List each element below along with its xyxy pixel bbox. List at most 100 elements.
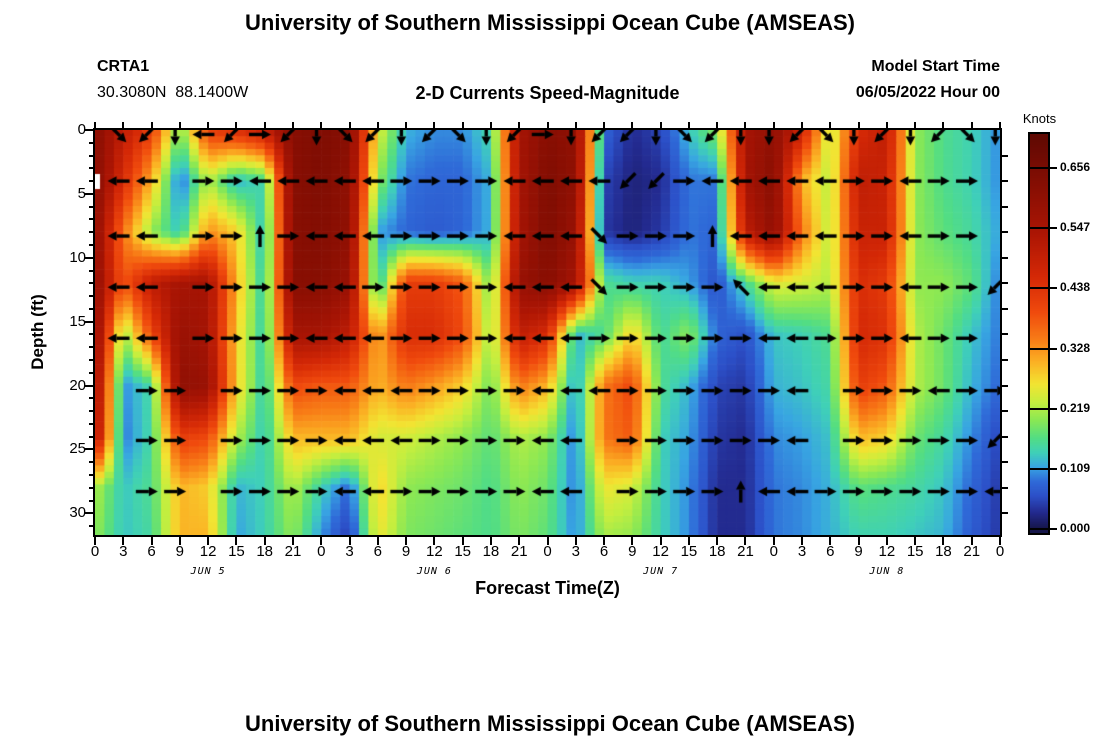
x-tick-label: 9 <box>854 543 863 560</box>
x-major-tick-top <box>178 122 181 128</box>
x-major-tick-bottom <box>885 537 888 545</box>
colorbar-tick-label: 0.547 <box>1060 220 1091 234</box>
x-tick-label: 21 <box>284 543 302 560</box>
y-minor-tick <box>89 205 93 208</box>
y-right-tick <box>1002 435 1008 438</box>
x-major-tick-bottom <box>376 537 379 545</box>
x-major-tick-bottom <box>320 537 323 545</box>
x-tick-label: 9 <box>175 543 185 560</box>
y-right-tick <box>1002 154 1008 157</box>
x-major-tick-top <box>603 122 606 128</box>
x-major-tick-top <box>999 122 1001 128</box>
x-tick-label: 6 <box>373 543 382 560</box>
x-tick-label: 15 <box>680 543 698 560</box>
x-tick-label: 18 <box>256 543 274 560</box>
x-major-tick-top <box>122 122 125 128</box>
colorbar-gradient-canvas <box>1030 134 1048 533</box>
x-tick-label: 12 <box>652 543 669 560</box>
x-major-tick-bottom <box>263 537 266 545</box>
x-tick-label: 15 <box>454 543 471 560</box>
colorbar-tick-label: 0.328 <box>1060 340 1091 355</box>
x-tick-label: 18 <box>708 543 726 560</box>
x-tick-label: 3 <box>345 543 354 560</box>
x-tick-label: 3 <box>797 543 807 560</box>
x-major-tick-bottom <box>405 537 408 545</box>
x-major-tick-top <box>405 122 408 128</box>
y-minor-tick <box>89 282 93 285</box>
x-day-label: JUN 8 <box>869 566 905 577</box>
x-tick-label: 0 <box>995 543 1005 560</box>
x-tick-label: 21 <box>737 543 754 560</box>
x-tick-label: 0 <box>543 543 552 560</box>
x-major-tick-bottom <box>942 537 945 545</box>
y-major-tick <box>85 192 93 195</box>
x-tick-label: 12 <box>199 543 217 560</box>
y-minor-tick <box>89 141 93 144</box>
y-major-tick <box>85 384 93 387</box>
x-major-tick-top <box>461 122 464 128</box>
x-major-tick-top <box>744 122 747 128</box>
y-minor-tick <box>89 295 93 298</box>
x-major-tick-bottom <box>122 537 125 545</box>
y-minor-tick <box>89 180 93 183</box>
x-major-tick-bottom <box>518 537 521 545</box>
x-tick-label: 18 <box>935 543 952 560</box>
y-minor-tick <box>89 346 93 349</box>
x-major-tick-bottom <box>574 537 577 545</box>
y-minor-tick <box>89 154 93 157</box>
y-minor-tick <box>89 371 93 374</box>
x-tick-label: 15 <box>906 543 924 560</box>
x-tick-label: 15 <box>228 543 245 560</box>
station-id: CRTA1 <box>97 58 150 75</box>
x-major-tick-bottom <box>716 537 719 545</box>
y-right-tick <box>1002 205 1008 208</box>
colorbar-tick-label: 0.438 <box>1060 279 1091 294</box>
x-day-label: JUN 6 <box>416 566 452 577</box>
plot-subtitle: 2-D Currents Speed-Magnitude <box>415 83 680 103</box>
y-right-tick <box>1002 358 1008 361</box>
y-minor-tick <box>89 486 93 489</box>
x-major-tick-top <box>687 122 690 128</box>
y-right-tick <box>1002 512 1008 515</box>
colorbar-tick-line <box>1030 528 1057 530</box>
x-tick-label: 6 <box>599 543 609 560</box>
y-minor-tick <box>89 358 93 361</box>
y-tick-label: 10 <box>69 248 86 266</box>
x-major-tick-bottom <box>772 537 775 545</box>
x-major-tick-top <box>546 122 549 128</box>
y-tick-label: 15 <box>69 312 86 330</box>
colorbar-tick-line <box>1030 227 1057 229</box>
x-tick-label: 0 <box>317 543 326 560</box>
x-major-tick-top <box>150 122 153 128</box>
x-major-tick-top <box>574 122 577 128</box>
y-tick-label: 20 <box>69 376 86 394</box>
colorbar-tick-line <box>1030 408 1057 410</box>
x-major-tick-bottom <box>235 537 238 545</box>
y-right-tick <box>1002 486 1008 489</box>
y-right-tick <box>1002 384 1008 387</box>
x-tick-label: 9 <box>401 543 411 560</box>
heatmap-plot-area <box>95 130 1000 535</box>
x-major-tick-top <box>207 122 210 128</box>
y-major-tick <box>85 512 93 515</box>
y-minor-tick <box>89 435 93 438</box>
x-tick-label: 3 <box>571 543 580 560</box>
colorbar-tick-line <box>1030 287 1057 289</box>
y-tick-label: 5 <box>77 184 86 202</box>
y-minor-tick <box>89 243 93 246</box>
x-major-tick-top <box>94 122 96 128</box>
x-major-tick-top <box>518 122 521 128</box>
y-minor-tick <box>89 410 93 413</box>
y-minor-tick <box>89 525 93 528</box>
x-major-tick-bottom <box>433 537 436 545</box>
y-right-tick <box>1002 256 1008 259</box>
x-major-tick-bottom <box>603 537 606 545</box>
x-major-tick-top <box>263 122 266 128</box>
x-tick-label: 21 <box>963 543 981 560</box>
colorbar-tick-line <box>1030 468 1057 470</box>
colorbar-tick-label: 0.219 <box>1060 400 1091 415</box>
y-minor-tick <box>89 397 93 400</box>
colorbar-tick-label: 0.109 <box>1060 461 1091 476</box>
x-major-tick-bottom <box>744 537 747 545</box>
